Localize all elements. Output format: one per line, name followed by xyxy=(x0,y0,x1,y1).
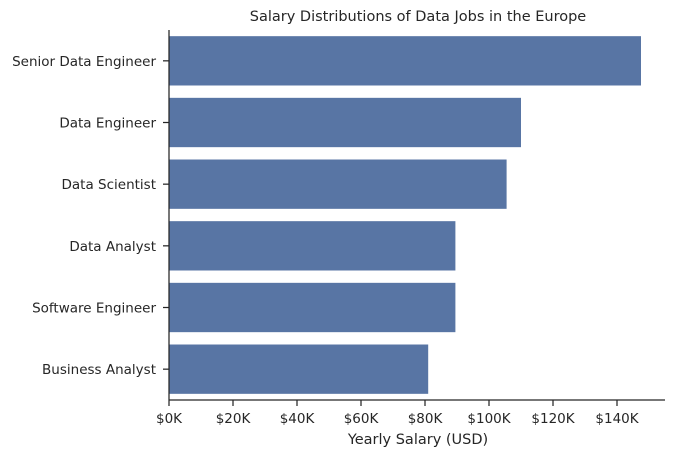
x-axis-label: Yearly Salary (USD) xyxy=(347,432,488,448)
bar-data-scientist xyxy=(169,159,507,209)
bar-senior-data-engineer xyxy=(169,36,641,86)
y-tick-label: Software Engineer xyxy=(32,301,156,317)
x-tick-label: $0K xyxy=(156,411,183,427)
x-tick-label: $100K xyxy=(467,411,511,427)
x-axis-ticks: $0K $20K $40K $60K $80K $100K $120K $140K xyxy=(156,400,640,427)
y-tick-label: Data Analyst xyxy=(69,239,156,255)
x-tick-label: $20K xyxy=(216,411,252,427)
x-tick-label: $60K xyxy=(344,411,380,427)
y-tick-label: Data Engineer xyxy=(59,116,156,132)
y-tick-label: Data Scientist xyxy=(62,177,157,193)
bars-group xyxy=(169,36,641,394)
bar-data-analyst xyxy=(169,221,456,271)
bar-data-engineer xyxy=(169,97,521,148)
y-axis-ticks: Senior Data Engineer Data Engineer Data Sc… xyxy=(12,54,169,378)
y-tick-label: Business Analyst xyxy=(42,362,156,378)
chart-title: Salary Distributions of Data Jobs in the… xyxy=(250,9,587,25)
bar-software-engineer xyxy=(169,282,456,333)
bar-business-analyst xyxy=(169,344,429,394)
x-tick-label: $40K xyxy=(280,411,316,427)
x-tick-label: $80K xyxy=(408,411,444,427)
x-tick-label: $120K xyxy=(531,411,575,427)
y-tick-label: Senior Data Engineer xyxy=(12,54,156,70)
x-tick-label: $140K xyxy=(595,411,639,427)
